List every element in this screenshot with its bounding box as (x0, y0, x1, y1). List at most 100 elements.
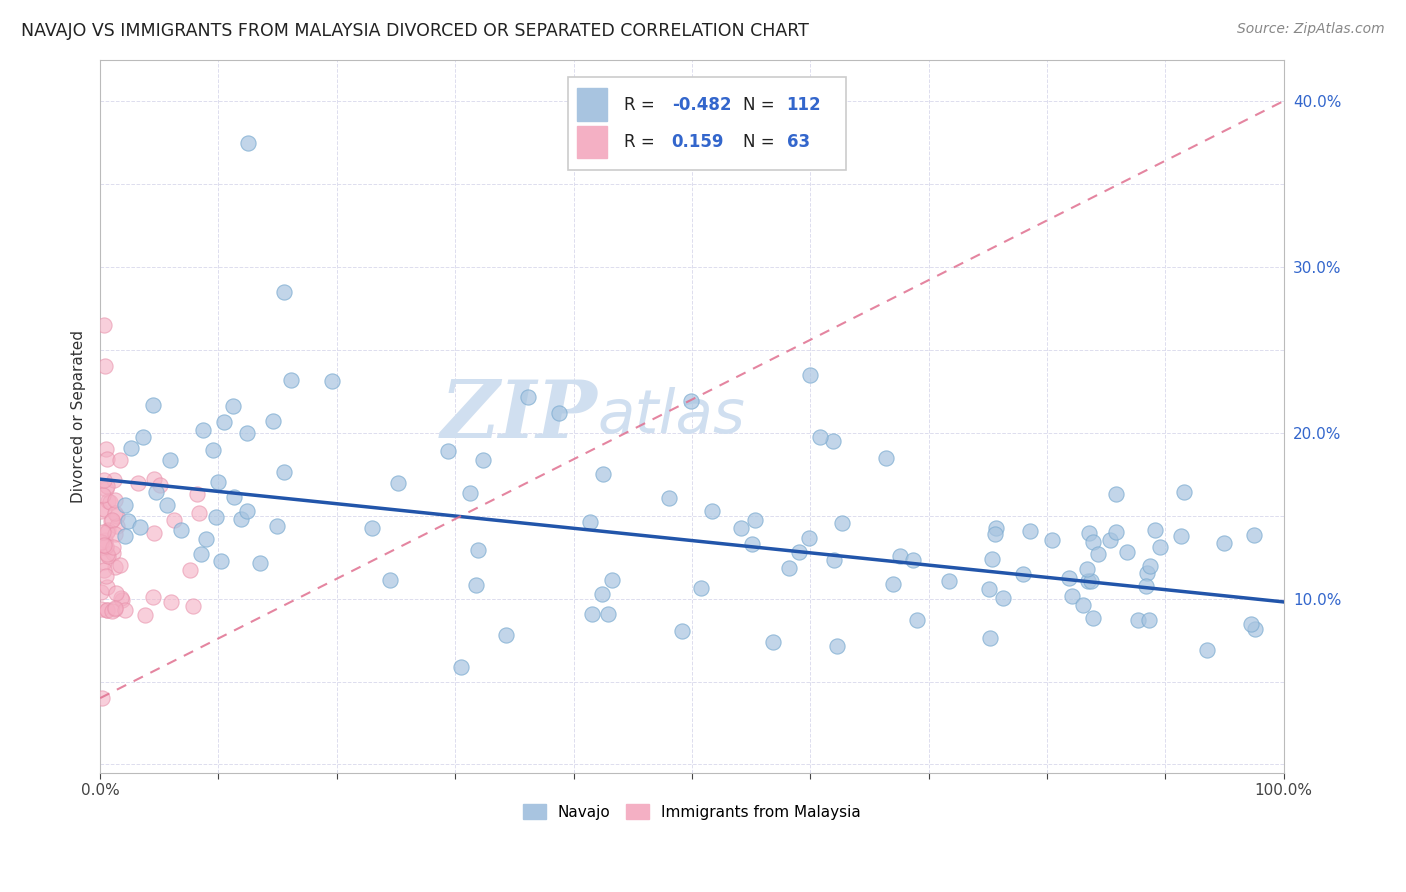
Legend: Navajo, Immigrants from Malaysia: Navajo, Immigrants from Malaysia (517, 797, 868, 826)
Point (280, 373, 302, 387)
Point (93, 473, 115, 487)
Point (97, 524, 120, 538)
Point (730, 521, 752, 535)
Point (186, 486, 208, 500)
Point (104, 600, 127, 615)
Bar (576, 126, 606, 158)
Point (986, 521, 1008, 535)
Point (799, 368, 821, 382)
Point (700, 504, 723, 518)
Point (600, 573, 623, 587)
Point (1105, 487, 1128, 501)
Point (117, 514, 139, 528)
Point (437, 444, 460, 458)
Point (91, 691, 114, 706)
Point (94, 533, 117, 547)
Point (91, 488, 114, 502)
Text: N =: N = (742, 133, 779, 151)
Text: 0.159: 0.159 (672, 133, 724, 151)
Point (134, 608, 156, 623)
Point (194, 532, 217, 546)
Point (273, 465, 295, 479)
Point (94, 539, 117, 553)
Point (229, 512, 252, 526)
Point (787, 544, 810, 558)
Point (94, 541, 117, 555)
Point (179, 563, 201, 577)
Point (266, 519, 288, 533)
Point (222, 491, 245, 505)
Point (1243, 528, 1265, 542)
Point (129, 520, 152, 534)
Point (1143, 524, 1166, 538)
Point (1135, 579, 1157, 593)
Point (581, 607, 603, 621)
Point (875, 451, 897, 466)
Point (249, 556, 271, 570)
Point (94, 359, 117, 374)
Point (262, 414, 284, 428)
Point (114, 529, 136, 543)
Point (741, 537, 763, 551)
Point (93, 318, 115, 332)
Point (1012, 567, 1035, 582)
Point (105, 509, 128, 524)
Point (101, 545, 124, 559)
Point (1244, 622, 1267, 636)
Point (236, 136, 259, 150)
Point (93, 502, 115, 516)
Point (127, 476, 149, 491)
Point (905, 613, 928, 627)
Point (105, 585, 128, 599)
Point (495, 628, 517, 642)
Point (188, 507, 211, 521)
Point (100, 604, 122, 618)
Point (1019, 524, 1042, 539)
Point (114, 498, 136, 512)
Point (450, 659, 472, 673)
Point (361, 521, 384, 535)
Point (93, 555, 115, 569)
Point (1080, 574, 1102, 589)
Point (1126, 613, 1149, 627)
Point (94, 442, 117, 457)
Point (96, 581, 118, 595)
Point (824, 553, 846, 567)
Point (471, 453, 494, 467)
Point (149, 478, 172, 492)
Point (1087, 548, 1109, 562)
Point (1173, 485, 1195, 500)
Text: R =: R = (624, 133, 665, 151)
Point (679, 393, 702, 408)
Point (690, 581, 713, 595)
Point (90, 585, 112, 599)
Point (1170, 529, 1192, 543)
Point (104, 601, 127, 615)
Point (778, 560, 800, 574)
Point (598, 607, 620, 621)
Point (984, 527, 1007, 541)
FancyBboxPatch shape (568, 78, 845, 170)
Point (90, 602, 112, 616)
Point (658, 491, 681, 505)
Point (823, 434, 845, 448)
Point (96, 482, 118, 496)
Text: NAVAJO VS IMMIGRANTS FROM MALAYSIA DIVORCED OR SEPARATED CORRELATION CHART: NAVAJO VS IMMIGRANTS FROM MALAYSIA DIVOR… (21, 22, 808, 40)
Point (981, 551, 1004, 566)
Point (159, 453, 181, 467)
Point (191, 424, 214, 438)
Bar (576, 88, 606, 120)
Point (98, 495, 121, 509)
Point (1077, 525, 1099, 540)
Point (464, 577, 486, 591)
Point (204, 509, 226, 524)
Point (797, 532, 820, 546)
Point (96, 451, 118, 466)
Point (142, 526, 165, 541)
Point (938, 574, 960, 589)
Point (141, 590, 163, 604)
Point (120, 441, 142, 455)
Point (831, 516, 853, 530)
Point (181, 599, 204, 614)
Point (100, 515, 122, 529)
